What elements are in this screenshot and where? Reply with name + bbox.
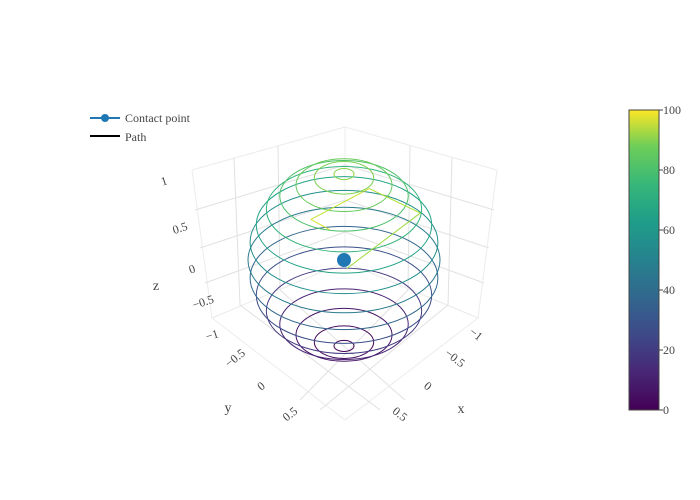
colorbar-gradient — [628, 109, 660, 411]
x-tick-minus-1: −1 — [467, 325, 486, 344]
y-axis-ticks: −0.5 0 0.5 — [222, 346, 300, 424]
y-tick-0-5: 0.5 — [280, 404, 300, 424]
sphere-ring-8 — [249, 189, 439, 295]
y-axis-title: y — [225, 401, 232, 416]
x-tick-0: 0 — [421, 379, 434, 394]
sphere-ring-5 — [255, 246, 433, 344]
colorbar-tick-label-20: 20 — [663, 343, 675, 357]
sphere-ring-13 — [313, 161, 375, 195]
colorbar-tick-label-100: 100 — [663, 103, 681, 117]
z-tick-0: 0 — [187, 261, 197, 276]
z-axis-ticks: 1 0.5 0 −0.5 −1 — [159, 173, 220, 343]
z-tick-minus-1: −1 — [204, 326, 220, 343]
sphere-ring-1 — [313, 325, 375, 359]
sphere-ring-14 — [333, 168, 355, 181]
sphere-ring-3 — [279, 288, 409, 361]
legend-label-contact-point: Contact point — [125, 111, 191, 125]
sphere-ring-9 — [255, 176, 433, 274]
path-series-line — [310, 188, 421, 269]
x-tick-0-5: 0.5 — [390, 404, 410, 424]
z-axis-title: z — [153, 279, 159, 294]
legend-label-path: Path — [125, 130, 146, 144]
path-segment-2 — [310, 188, 370, 220]
z-tick-1: 1 — [159, 173, 169, 188]
colorbar-tick-label-40: 40 — [663, 283, 675, 297]
sphere-ring-7 — [247, 206, 441, 314]
y-tick-0: 0 — [254, 379, 267, 394]
sphere-ring-10 — [265, 165, 423, 253]
x-tick-minus-0-5: −0.5 — [442, 346, 468, 370]
colorbar-ticks: 0 20 40 60 80 100 — [659, 103, 681, 417]
z-tick-minus-0-5: −0.5 — [190, 292, 215, 312]
colorbar-tick-label-80: 80 — [663, 163, 675, 177]
legend: Contact point Path — [90, 111, 191, 144]
sphere-ring-6 — [249, 225, 439, 331]
sphere-ring-4 — [265, 267, 423, 355]
sphere-ring-2 — [295, 307, 393, 362]
y-tick-minus-0-5: −0.5 — [222, 346, 248, 370]
colorbar-tick-label-60: 60 — [663, 223, 675, 237]
colorbar-tick-label-0: 0 — [663, 403, 669, 417]
sphere-ring-0 — [333, 339, 355, 352]
sphere-ring-11 — [279, 159, 409, 232]
sphere-contour-rings — [247, 158, 441, 362]
sphere-ring-12 — [295, 158, 393, 213]
x-axis-title: x — [458, 402, 465, 417]
colorbar: 0 20 40 60 80 100 — [628, 103, 681, 417]
legend-item-contact-point[interactable]: Contact point — [90, 111, 191, 125]
path-segment-0 — [346, 212, 421, 269]
z-tick-0-5: 0.5 — [171, 219, 190, 237]
path-segment-3 — [310, 219, 330, 231]
path-segment-1 — [368, 188, 421, 214]
legend-item-path[interactable]: Path — [90, 130, 146, 144]
contact-point-marker — [337, 253, 351, 267]
